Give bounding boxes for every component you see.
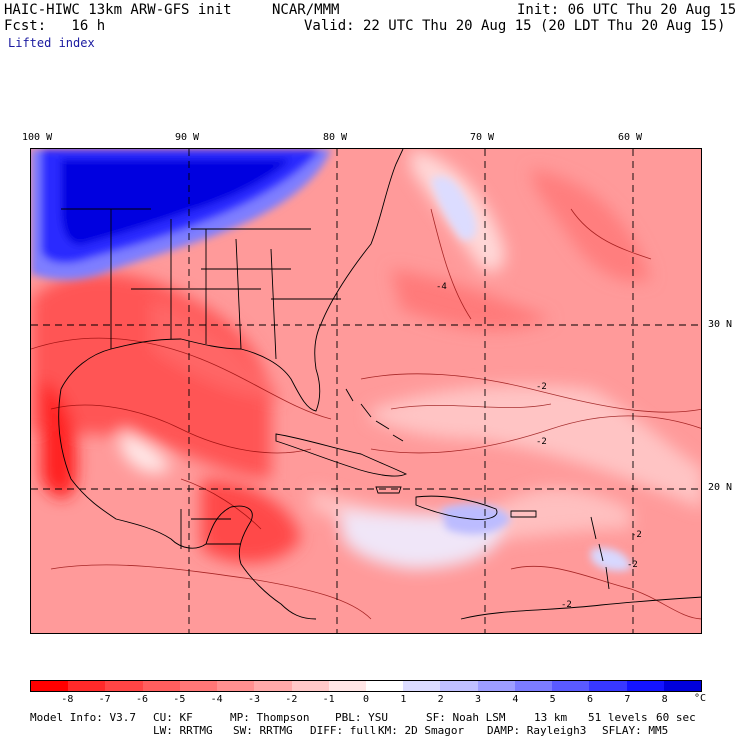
lon-label-80w: 80 W bbox=[323, 132, 348, 143]
colorbar-swatch bbox=[514, 681, 553, 691]
colorbar-tick-label: -8 bbox=[61, 694, 74, 705]
colorbar-tick-label: -6 bbox=[135, 694, 149, 705]
lon-label-90w: 90 W bbox=[175, 132, 200, 143]
colorbar-tick-label: -5 bbox=[173, 694, 186, 705]
colorbar-swatch bbox=[477, 681, 515, 691]
cumulus-scheme: CU: KF bbox=[153, 711, 193, 724]
damping-option: DAMP: Rayleigh3 bbox=[487, 724, 587, 737]
field-name: Lifted index bbox=[8, 36, 95, 50]
colorbar-tick-label: -2 bbox=[285, 694, 298, 705]
km-option: KM: 2D Smagor bbox=[378, 724, 465, 737]
colorbar-unit: °C bbox=[694, 693, 707, 704]
longwave-scheme: LW: RRTMG bbox=[153, 724, 213, 737]
diffusion-option: DIFF: full bbox=[310, 724, 377, 737]
contour-label: -2 bbox=[627, 560, 638, 570]
colorbar-tick-label: -4 bbox=[210, 694, 223, 705]
lifted-index-map: -2 -2 -2 -2 -4 -2 bbox=[30, 148, 702, 634]
colorbar-swatch bbox=[179, 681, 218, 691]
init-time: Init: 06 UTC Thu 20 Aug 15 bbox=[517, 2, 737, 18]
colorbar-tick-label: -3 bbox=[247, 694, 261, 705]
shortwave-scheme: SW: RRTMG bbox=[233, 724, 293, 737]
lon-label-100w: 100 W bbox=[22, 132, 53, 143]
colorbar-swatch bbox=[254, 681, 292, 691]
org-label: NCAR/MMM bbox=[272, 2, 340, 18]
colorbar-swatch bbox=[328, 681, 366, 691]
forecast-hour: Fcst: 16 h bbox=[4, 18, 106, 34]
colorbar-swatch bbox=[31, 681, 69, 691]
microphysics-scheme: MP: Thompson bbox=[230, 711, 310, 724]
model-title: HAIC-HIWC 13km ARW-GFS init bbox=[4, 2, 232, 18]
colorbar-tick-label: 6 bbox=[586, 694, 594, 705]
surface-layer-option: SFLAY: MM5 bbox=[602, 724, 669, 737]
pbl-scheme: PBL: YSU bbox=[335, 711, 388, 724]
colorbar-swatch bbox=[105, 681, 143, 691]
contour-lines bbox=[31, 208, 701, 620]
colorbar-tick-label: 7 bbox=[624, 694, 631, 705]
colorbar-swatch bbox=[552, 681, 590, 691]
colorbar-swatch bbox=[68, 681, 106, 691]
colorbar-swatch bbox=[217, 681, 255, 691]
lat-label-20n: 20 N bbox=[708, 482, 733, 493]
colorbar-swatch bbox=[403, 681, 441, 691]
grid-spacing: 13 km bbox=[534, 711, 568, 724]
colorbar-tick-label: -7 bbox=[98, 694, 111, 705]
contour-label: -2 bbox=[631, 530, 642, 540]
colorbar-swatch bbox=[365, 681, 404, 691]
colorbar-swatch bbox=[589, 681, 627, 691]
colorbar-swatch bbox=[291, 681, 329, 691]
surface-scheme: SF: Noah LSM bbox=[426, 711, 506, 724]
lat-label-30n: 30 N bbox=[708, 319, 733, 330]
lon-label-60w: 60 W bbox=[618, 132, 643, 143]
colorbar-tick-label: 5 bbox=[549, 694, 556, 705]
time-step: 60 sec bbox=[656, 711, 696, 724]
colorbar-tick-label: -1 bbox=[322, 694, 335, 705]
colorbar-tick-label: 8 bbox=[661, 694, 668, 705]
valid-time: Valid: 22 UTC Thu 20 Aug 15 (20 LDT Thu … bbox=[304, 18, 726, 34]
contour-label: -2 bbox=[536, 382, 547, 392]
colorbar-swatch bbox=[626, 681, 664, 691]
graticule bbox=[31, 149, 701, 633]
lon-label-70w: 70 W bbox=[470, 132, 495, 143]
colorbar-tick-label: 2 bbox=[437, 694, 444, 705]
model-version: Model Info: V3.7 bbox=[30, 711, 136, 724]
map-canvas: -2 -2 -2 -2 -4 -2 bbox=[31, 149, 701, 633]
colorbar-tick-label: 4 bbox=[512, 694, 519, 705]
colorbar-swatch bbox=[663, 681, 701, 691]
contour-label: -4 bbox=[436, 282, 447, 292]
contour-label: -2 bbox=[561, 600, 572, 610]
colorbar-tick-label: 0 bbox=[362, 694, 370, 705]
colorbar-swatch bbox=[440, 681, 478, 691]
contour-label: -2 bbox=[536, 437, 547, 447]
coastlines bbox=[58, 149, 701, 620]
colorbar-tick-label: 3 bbox=[474, 694, 482, 705]
vertical-levels: 51 levels bbox=[588, 711, 648, 724]
colorbar bbox=[30, 680, 702, 692]
colorbar-tick-label: 1 bbox=[400, 694, 407, 705]
colorbar-swatch bbox=[142, 681, 180, 691]
